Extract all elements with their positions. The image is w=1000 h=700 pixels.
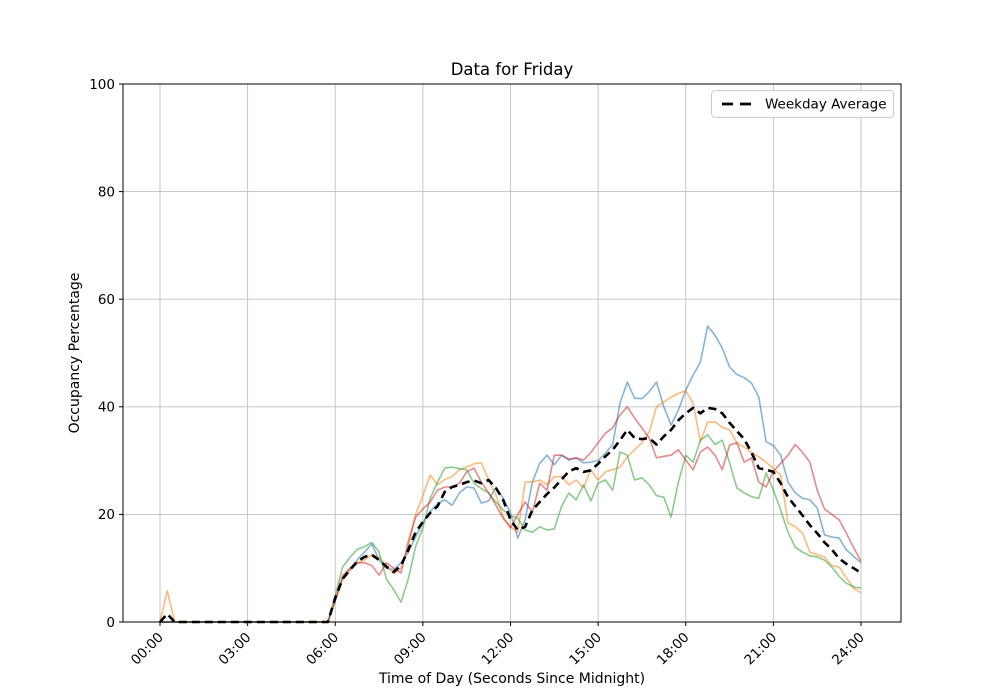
y-tick-label: 40 [98,400,115,416]
y-tick-label: 100 [89,77,115,93]
legend-label: Weekday Average [765,97,887,113]
x-tick-label: 09:00 [391,630,430,669]
tick-layer: 00:00 03:00 06:00 09:00 12:00 15:00 18:00 21:00… [89,77,868,669]
x-tick-label: 03:00 [216,630,255,669]
x-tick-label: 06:00 [303,630,342,669]
y-tick-label: 80 [98,184,115,200]
x-tick-label: 24:00 [829,630,868,669]
x-axis-label: Time of Day (Seconds Since Midnight) [378,671,645,687]
y-tick-label: 0 [106,615,115,631]
y-tick-label: 20 [98,507,115,523]
chart-title: Data for Friday [451,60,574,79]
grid-layer [123,83,901,623]
x-tick-label: 18:00 [654,630,693,669]
y-axis-label: Occupancy Percentage [67,273,83,434]
legend: Weekday Average [711,90,894,118]
x-tick-label: 21:00 [741,630,780,669]
x-tick-label: 15:00 [566,630,605,669]
y-tick-label: 60 [98,292,115,308]
x-tick-label: 00:00 [128,630,167,669]
x-tick-label: 12:00 [479,630,518,669]
plot-spine [122,83,902,623]
legend-box [711,90,894,118]
